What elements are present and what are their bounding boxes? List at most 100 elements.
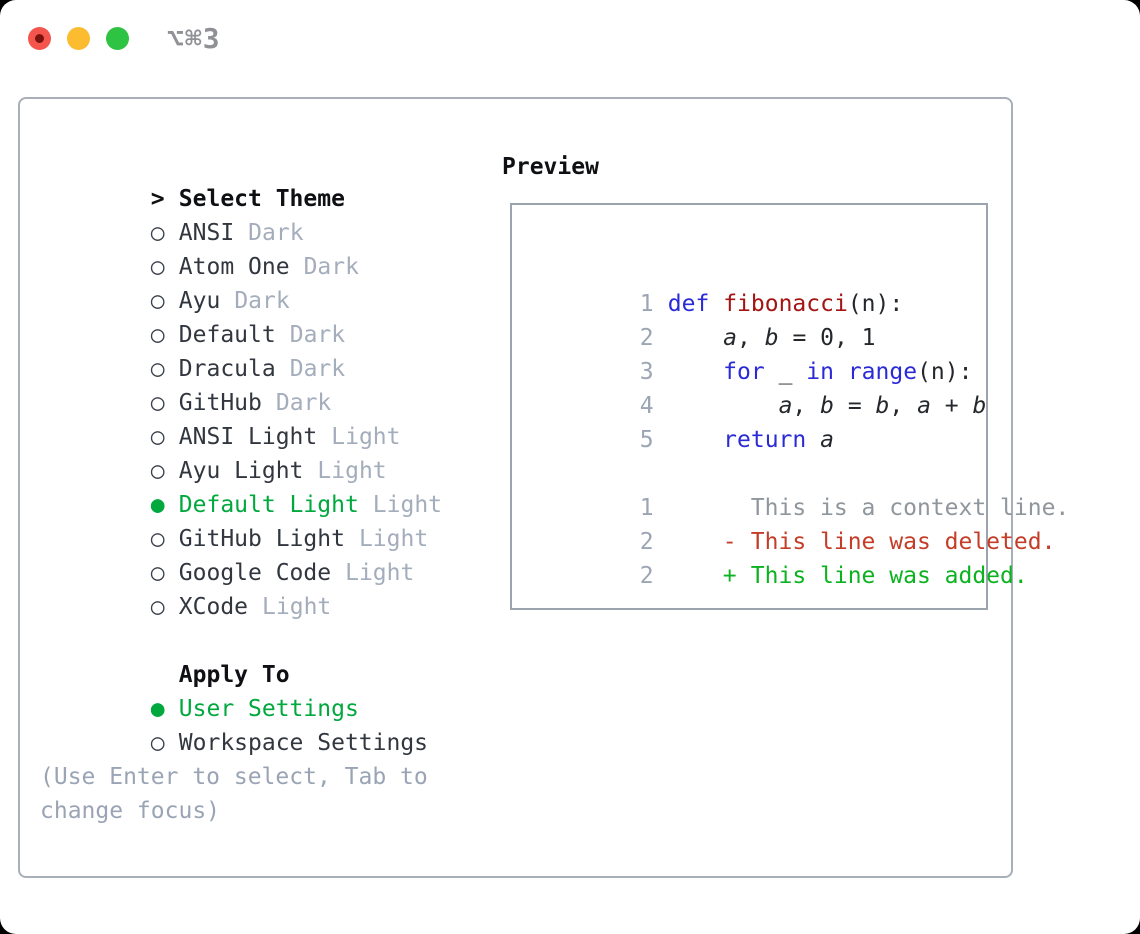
theme-item-ayu-dark[interactable]: ○ Ayu Dark [40,250,442,314]
theme-tag: Light [317,458,387,484]
radio-icon: ○ [150,390,165,416]
code-token-variable: a [778,393,793,419]
theme-item-dracula-dark[interactable]: ○ Dracula Dark [40,318,442,382]
radio-icon: ○ [150,730,165,756]
code-token: _ [764,359,807,385]
line-number: 5 [639,427,654,453]
theme-item-default-light[interactable]: ● Default Light Light [40,454,442,518]
code-token-variable: a [917,393,931,419]
radio-icon: ○ [150,560,165,586]
radio-icon: ○ [150,594,165,620]
theme-item-label: Dracula [178,356,276,382]
code-token-function: fibonacci [723,291,848,317]
code-token: + [930,393,973,419]
preview-box: 1 def fibonacci(n): 2 a, b = 0, 1 3 for _… [510,203,1070,610]
theme-tag: Dark [248,220,304,246]
theme-tag: Light [262,594,332,620]
zoom-button[interactable] [106,27,129,50]
theme-tag: Light [331,424,401,450]
code-line: 2 a, b = 0, 1 [529,287,976,351]
theme-item-xcode[interactable]: ○ XCode Light [40,556,442,620]
diff-marker [723,491,737,525]
theme-tag: Dark [289,322,346,348]
theme-item-ansi-light[interactable]: ○ ANSI Light Light [40,386,442,450]
code-token-variable: a [723,325,738,351]
apply-option-label: Workspace Settings [178,730,429,756]
code-line: 5 return a [529,389,976,453]
theme-item-default-dark[interactable]: ○ Default Dark [40,284,442,348]
code-token: = [833,393,876,419]
code-token: = 0, 1 [778,325,876,351]
radio-icon: ○ [150,526,165,552]
code-token [668,427,723,453]
line-number: 1 [639,495,654,521]
code-line: 3 for _ in range(n): [529,321,976,385]
close-button[interactable] [28,27,51,50]
apply-to-header-row: Apply To [40,624,442,688]
theme-item-label: Ayu Light [178,458,304,484]
main-panel: > Select Theme ○ ANSI Dark ○ Atom One Dark ○ A… [18,97,1070,878]
line-number: 3 [639,359,654,385]
theme-item-atom-one-dark[interactable]: ○ Atom One Dark [40,216,442,280]
theme-list: > Select Theme ○ ANSI Dark ○ Atom One Dark ○ A… [40,148,442,828]
diff-text: This line was added. [750,563,1028,589]
apply-option-user-settings[interactable]: ● User Settings [40,658,442,722]
code-token-keyword: return [723,427,807,453]
radio-icon: ○ [150,322,165,348]
code-token-variable: b [820,393,834,419]
theme-tag: Light [372,492,443,518]
theme-tag: Dark [303,254,359,280]
line-number: 2 [639,325,654,351]
diff-line-deleted: 2 - This line was deleted. [529,491,1056,555]
theme-item-label: Atom One [178,254,290,280]
radio-icon: ● [150,492,165,518]
theme-item-label: Default [178,322,276,348]
theme-item-label: Google Code [178,560,332,586]
apply-option-label: User Settings [178,696,359,722]
code-token: (n): [847,291,904,317]
apply-option-workspace-settings[interactable]: ○ Workspace Settings [40,692,442,756]
code-token-keyword: range [847,359,918,385]
theme-item-github-light[interactable]: ○ GitHub Light Light [40,488,442,552]
diff-line-context: 1 This is a context line. [529,457,1070,521]
apply-to-header: Apply To [178,662,290,688]
minimize-button[interactable] [67,27,90,50]
code-line: 4 a, b = b, a + b [529,355,987,419]
radio-icon: ○ [150,458,165,484]
cursor-icon: > [150,186,165,212]
theme-item-ayu-light[interactable]: ○ Ayu Light Light [40,420,442,484]
window-shortcut: ⌥⌘3 [167,22,221,55]
code-token: (n): [917,359,973,385]
theme-item-label: Default Light [178,492,359,518]
code-token [668,393,779,419]
theme-tag: Dark [289,356,346,382]
code-token [668,325,723,351]
theme-item-google-code[interactable]: ○ Google Code Light [40,522,442,586]
radio-icon: ● [150,696,165,722]
code-token [668,359,723,385]
theme-tag: Light [345,560,415,586]
code-token [834,359,848,385]
code-token: , [792,393,821,419]
code-token-variable: b [764,325,779,351]
diff-text: This line was deleted. [750,529,1056,555]
code-token [806,427,820,453]
code-token-keyword: def [667,291,710,317]
radio-icon: ○ [150,220,165,246]
line-number: 2 [639,563,654,589]
line-number: 4 [639,393,654,419]
line-number: 2 [639,529,654,555]
theme-item-ansi-dark[interactable]: ○ ANSI Dark [40,182,442,246]
code-token-keyword: for [723,359,765,385]
theme-item-label: XCode [178,594,249,620]
theme-item-label: Ayu [178,288,221,314]
code-token: , [737,325,765,351]
theme-tag: Dark [275,390,332,416]
theme-item-label: GitHub Light [178,526,345,552]
titlebar: ⌥⌘3 [0,0,1140,76]
theme-tag: Light [358,526,429,552]
code-line: 1 def fibonacci(n): [529,253,976,317]
theme-item-github-dark[interactable]: ○ GitHub Dark [40,352,442,416]
theme-list-header: Select Theme [178,186,345,212]
